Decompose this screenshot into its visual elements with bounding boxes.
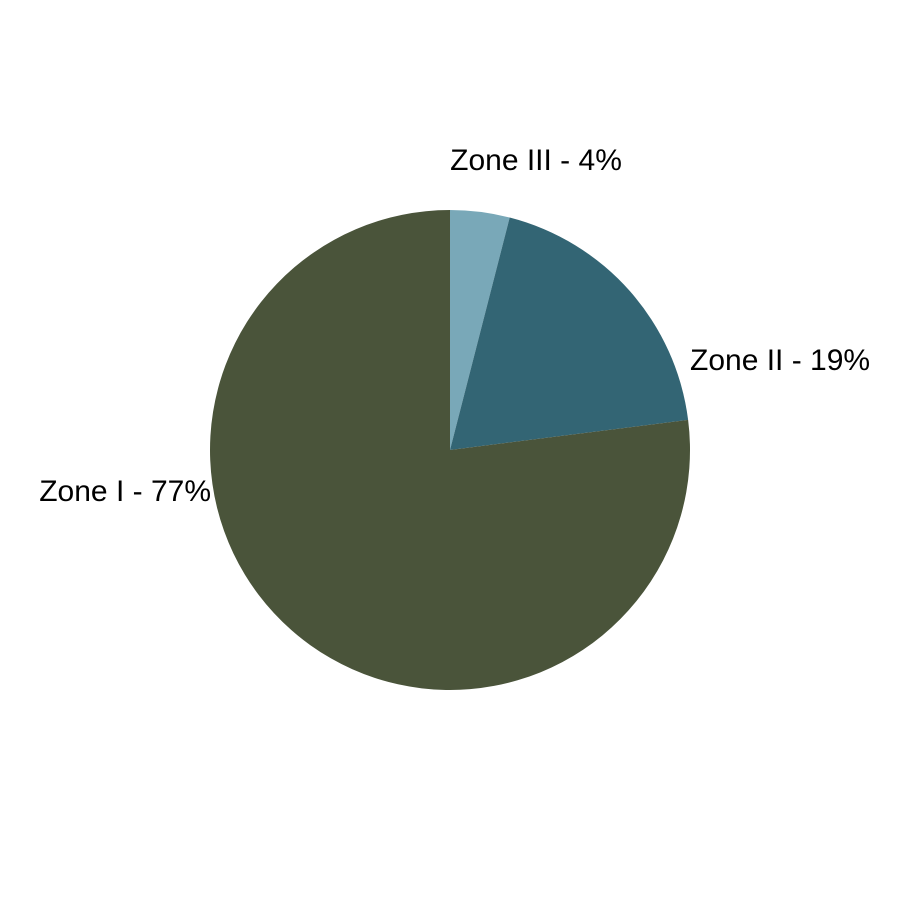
pie-slice (450, 209, 510, 450)
pie-slice (450, 217, 689, 450)
pie-labels: Zone III - 4% Zone II - 19% Zone I - 77% (39, 144, 870, 508)
pie-slices (210, 209, 691, 690)
pie-slice (210, 210, 691, 690)
slice-label: Zone I - 77% (39, 475, 211, 508)
slice-label: Zone II - 19% (690, 344, 870, 377)
slice-label: Zone III - 4% (450, 144, 622, 177)
